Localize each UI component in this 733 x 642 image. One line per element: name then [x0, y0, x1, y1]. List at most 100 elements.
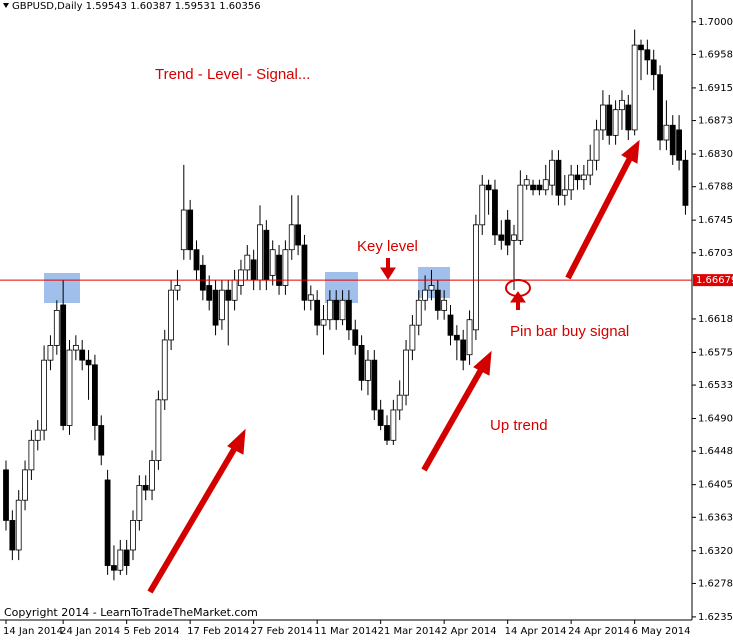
- candle-body: [22, 469, 28, 501]
- candle-body: [365, 359, 371, 381]
- candle-body: [625, 104, 632, 131]
- candle-body: [41, 359, 47, 431]
- candle-body: [307, 294, 314, 301]
- candle-body: [206, 285, 213, 301]
- candle-body: [472, 224, 479, 331]
- y-tick-label: 1.69580: [698, 49, 733, 60]
- y-tick-label: 1.62350: [698, 612, 733, 623]
- x-tick-label: 24 Jan 2014: [60, 626, 120, 637]
- candle-body: [250, 259, 257, 281]
- candle-body: [117, 549, 124, 571]
- y-tick-label: 1.68730: [698, 116, 733, 127]
- level-label: 1.66679: [696, 275, 733, 286]
- arrow: [147, 444, 239, 594]
- candle-body: [403, 349, 409, 396]
- x-tick-label: 21 Mar 2014: [378, 626, 441, 637]
- candle-body: [638, 44, 644, 51]
- arrow-head: [621, 139, 640, 164]
- annotation: Key level: [357, 238, 418, 255]
- candle-body: [199, 264, 206, 291]
- candle-body: [149, 460, 155, 491]
- candle-body: [396, 394, 403, 411]
- candle-body: [187, 209, 194, 251]
- candle-body: [453, 334, 460, 341]
- candle-body: [422, 289, 429, 301]
- candle-body: [390, 409, 397, 441]
- candle-body: [384, 425, 390, 441]
- candle-body: [295, 224, 302, 246]
- level-label-bg: [693, 274, 733, 287]
- highlight: [44, 273, 80, 303]
- candle-body: [244, 254, 251, 271]
- candle-body: [180, 209, 187, 251]
- candle-body: [345, 299, 352, 331]
- candle-body: [92, 364, 98, 426]
- candle-body: [428, 285, 435, 291]
- candle-body: [53, 309, 60, 346]
- x-tick-label: 5 Feb 2014: [124, 626, 180, 637]
- copyright-bg: [0, 606, 252, 619]
- y-tick-label: 1.66180: [698, 314, 733, 325]
- candle-body: [612, 109, 619, 136]
- candle-body: [142, 485, 149, 491]
- y-tick-label: 1.69150: [698, 83, 733, 94]
- y-tick-label: 1.64900: [698, 414, 733, 425]
- candle-body: [276, 254, 282, 286]
- candle-body: [352, 329, 359, 346]
- candle-body: [193, 249, 200, 271]
- candle-body: [111, 565, 117, 571]
- candle-body: [225, 289, 232, 301]
- candle-body: [212, 289, 219, 326]
- menu-triangle: [3, 3, 9, 8]
- candle-body: [28, 439, 35, 471]
- candle-body: [79, 349, 86, 361]
- candle-body: [104, 479, 111, 566]
- candle-body: [580, 174, 587, 181]
- candle-body: [549, 159, 555, 186]
- arrow-head: [473, 350, 492, 376]
- candle-body: [555, 159, 562, 196]
- y-tick-label: 1.67450: [698, 215, 733, 226]
- candle-body: [218, 289, 225, 321]
- candle-body: [460, 339, 467, 361]
- annotation: Trend - Level - Signal...: [155, 66, 310, 83]
- candle-body: [72, 344, 79, 351]
- candle-body: [47, 344, 54, 361]
- candle-body: [600, 104, 606, 131]
- y-tick-label: 1.67030: [698, 248, 733, 259]
- candle-body: [523, 179, 530, 186]
- copyright: Copyright 2014 - LearnToTradeTheMarket.c…: [4, 606, 258, 619]
- candle-body: [34, 429, 41, 441]
- candle-body: [98, 425, 105, 456]
- candle-body: [123, 549, 130, 566]
- candle-body: [536, 184, 543, 191]
- y-tick-label: 1.63200: [698, 546, 733, 557]
- candle-body: [530, 184, 536, 191]
- candle-body: [9, 520, 16, 551]
- x-tick-label: 11 Mar 2014: [314, 626, 377, 637]
- x-tick-label: 24 Apr 2014: [568, 626, 630, 637]
- candle-body: [301, 244, 308, 301]
- candle-body: [542, 179, 549, 191]
- candle-body: [320, 319, 327, 326]
- candle-body: [631, 44, 638, 131]
- x-tick-label: 2 Apr 2014: [441, 626, 496, 637]
- candle-body: [66, 349, 73, 426]
- y-tick-label: 1.65750: [698, 347, 733, 358]
- arrow-head: [380, 267, 396, 280]
- candle-body: [676, 129, 682, 161]
- candle-body: [339, 299, 346, 321]
- candle-body: [358, 344, 365, 381]
- candle-body: [85, 359, 92, 366]
- candle-body: [3, 469, 9, 521]
- candle-body: [161, 339, 168, 401]
- candle-body: [257, 224, 263, 281]
- candle-body: [155, 399, 162, 461]
- candle-body: [466, 319, 473, 356]
- candle-body: [619, 99, 625, 111]
- arrows: [147, 139, 640, 594]
- candle-body: [479, 184, 486, 226]
- candle-body: [174, 285, 181, 291]
- candle-body: [409, 324, 416, 351]
